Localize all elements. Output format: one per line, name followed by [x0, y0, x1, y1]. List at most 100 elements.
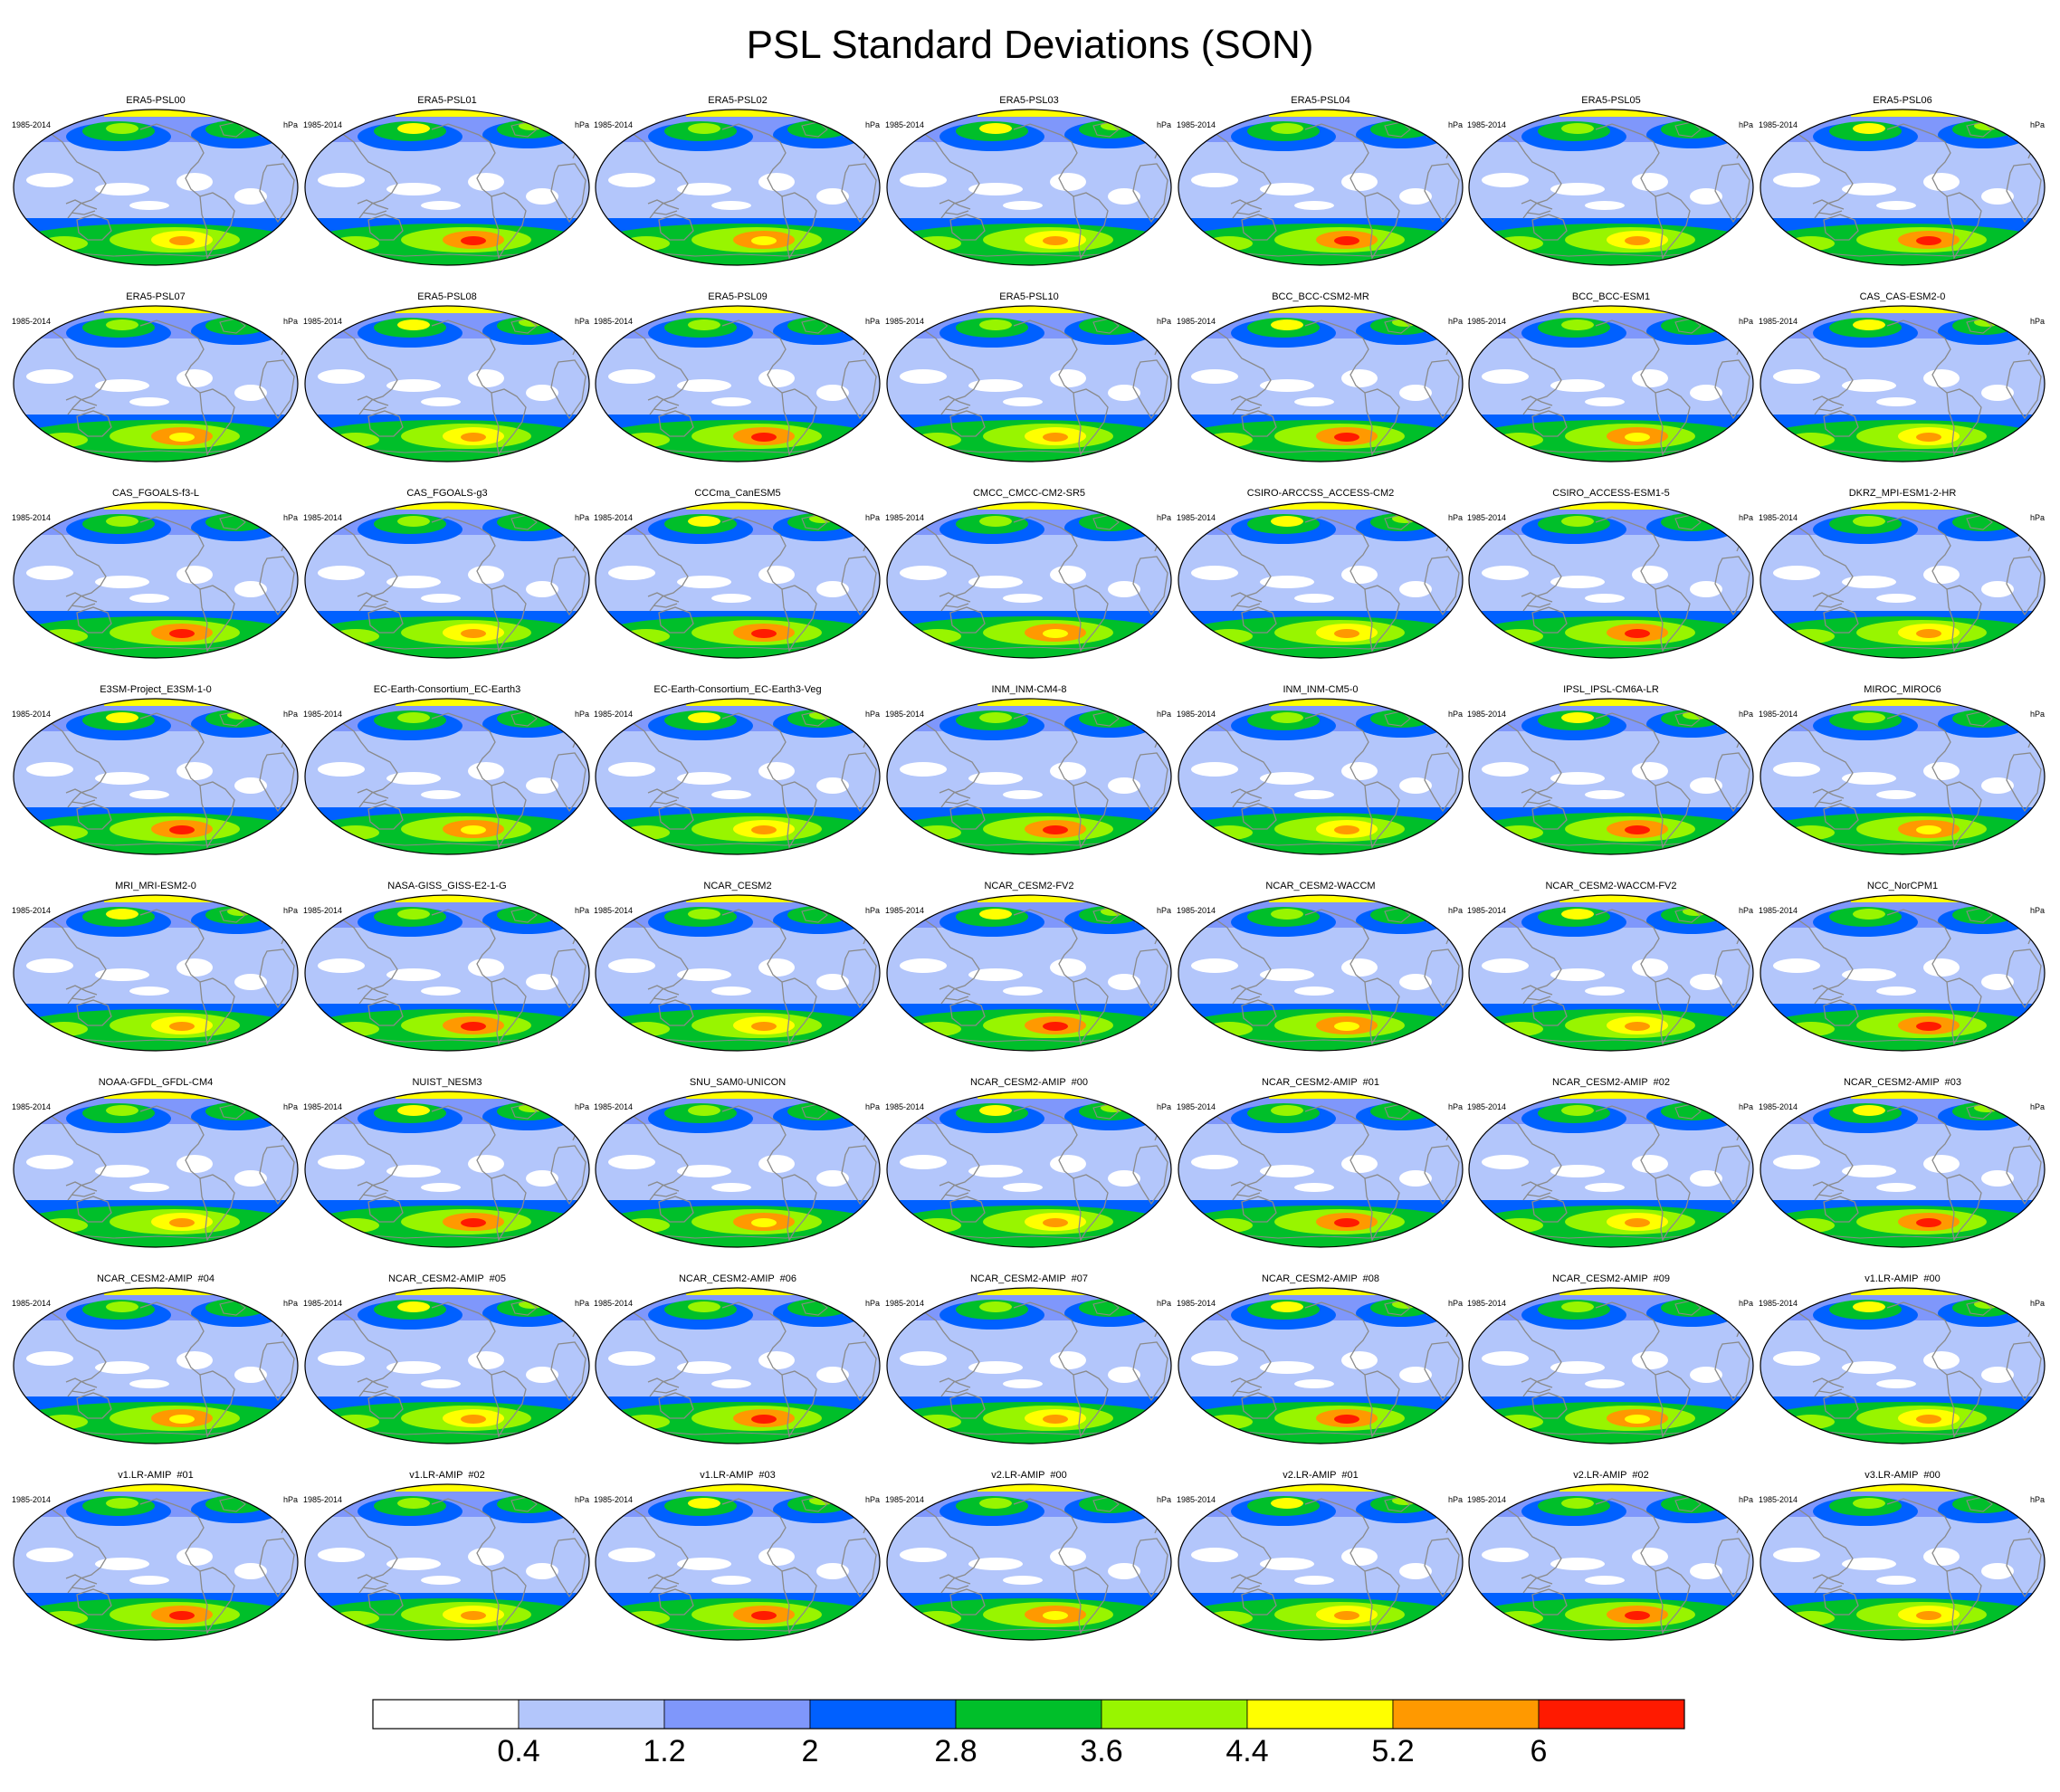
units-label: hPa: [1448, 1299, 1463, 1308]
colorbar-tick-label: 2.8: [934, 1734, 977, 1768]
panel-title: NCAR_CESM2-AMIP #03: [1844, 1077, 1961, 1088]
panel-title: ERA5-PSL04: [1291, 95, 1349, 106]
units-label: hPa: [865, 906, 880, 915]
units-label: hPa: [1157, 120, 1171, 129]
period-label: 1985-2014: [1467, 1495, 1506, 1504]
period-label: 1985-2014: [12, 1102, 51, 1111]
panel-title: DKRZ_MPI-ESM1-2-HR: [1849, 488, 1957, 499]
map-panel: v1.LR-AMIP #01 1985-2014 hPa: [12, 1470, 299, 1641]
units-label: hPa: [2030, 120, 2045, 129]
map-panel: BCC_BCC-ESM1 1985-2014 hPa: [1467, 291, 1754, 462]
map-panel: NCAR_CESM2-AMIP #01 1985-2014 hPa: [1177, 1077, 1464, 1248]
robinson-map: [886, 501, 1172, 659]
robinson-map: [595, 1483, 881, 1641]
units-label: hPa: [2030, 1102, 2045, 1111]
robinson-map: [304, 1091, 590, 1248]
map-panel: CAS_FGOALS-f3-L 1985-2014 hPa: [12, 488, 299, 659]
map-panel: ERA5-PSL07 1985-2014 hPa: [12, 291, 299, 462]
units-label: hPa: [283, 513, 298, 522]
colorbar-tick-label: 1.2: [643, 1734, 685, 1768]
units-label: hPa: [575, 120, 589, 129]
units-label: hPa: [575, 317, 589, 326]
robinson-map: [1468, 109, 1754, 266]
period-label: 1985-2014: [303, 513, 342, 522]
robinson-map: [1760, 1287, 2046, 1444]
panel-title: CCCma_CanESM5: [694, 488, 780, 499]
units-label: hPa: [283, 710, 298, 719]
panel-title: INM_INM-CM5-0: [1283, 684, 1358, 695]
period-label: 1985-2014: [1759, 710, 1798, 719]
period-label: 1985-2014: [12, 513, 51, 522]
map-panel: NCAR_CESM2-AMIP #00 1985-2014 hPa: [885, 1077, 1172, 1248]
units-label: hPa: [1739, 1495, 1753, 1504]
colorbar-swatch: [1246, 1699, 1394, 1730]
units-label: hPa: [1739, 710, 1753, 719]
robinson-map: [1760, 501, 2046, 659]
period-label: 1985-2014: [1759, 1299, 1798, 1308]
units-label: hPa: [1448, 1495, 1463, 1504]
colorbar-swatch: [1392, 1699, 1540, 1730]
robinson-map: [1760, 698, 2046, 855]
units-label: hPa: [575, 710, 589, 719]
period-label: 1985-2014: [12, 1299, 51, 1308]
robinson-map: [595, 501, 881, 659]
map-panel: NCAR_CESM2-AMIP #09 1985-2014 hPa: [1467, 1273, 1754, 1444]
map-panel: ERA5-PSL01 1985-2014 hPa: [303, 95, 590, 266]
panel-title: ERA5-PSL06: [1873, 95, 1931, 106]
robinson-map: [13, 698, 299, 855]
map-panel: v3.LR-AMIP #00 1985-2014 hPa: [1759, 1470, 2046, 1641]
map-panel: v2.LR-AMIP #02 1985-2014 hPa: [1467, 1470, 1754, 1641]
colorbar-swatch: [809, 1699, 957, 1730]
panel-title: v2.LR-AMIP #00: [991, 1470, 1067, 1481]
colorbar-tick-label: 3.6: [1080, 1734, 1122, 1768]
panel-title: ERA5-PSL10: [999, 291, 1058, 302]
period-label: 1985-2014: [594, 1102, 633, 1111]
robinson-map: [886, 894, 1172, 1052]
period-label: 1985-2014: [1467, 906, 1506, 915]
figure-title: PSL Standard Deviations (SON): [747, 23, 1314, 67]
panel-title: NCAR_CESM2-FV2: [984, 881, 1073, 891]
units-label: hPa: [2030, 1495, 2045, 1504]
map-panel: NCAR_CESM2-AMIP #04 1985-2014 hPa: [12, 1273, 299, 1444]
panel-title: MRI_MRI-ESM2-0: [115, 881, 196, 891]
units-label: hPa: [2030, 1299, 2045, 1308]
units-label: hPa: [1448, 906, 1463, 915]
colorbar-swatch: [518, 1699, 665, 1730]
period-label: 1985-2014: [12, 1495, 51, 1504]
panel-title: v2.LR-AMIP #02: [1573, 1470, 1649, 1481]
robinson-map: [595, 1287, 881, 1444]
robinson-map: [1760, 109, 2046, 266]
period-label: 1985-2014: [303, 1299, 342, 1308]
period-label: 1985-2014: [1177, 513, 1216, 522]
robinson-map: [886, 109, 1172, 266]
units-label: hPa: [865, 1495, 880, 1504]
period-label: 1985-2014: [885, 120, 924, 129]
period-label: 1985-2014: [1177, 317, 1216, 326]
map-panel: EC-Earth-Consortium_EC-Earth3 1985-2014 hP…: [303, 684, 590, 855]
units-label: hPa: [1448, 513, 1463, 522]
map-panel: ERA5-PSL05 1985-2014 hPa: [1467, 95, 1754, 266]
map-panel: v1.LR-AMIP #00 1985-2014 hPa: [1759, 1273, 2046, 1444]
units-label: hPa: [1157, 1299, 1171, 1308]
map-panel: v1.LR-AMIP #02 1985-2014 hPa: [303, 1470, 590, 1641]
map-panel: INM_INM-CM4-8 1985-2014 hPa: [885, 684, 1172, 855]
map-panel: SNU_SAM0-UNICON 1985-2014 hPa: [594, 1077, 881, 1248]
map-panel: IPSL_IPSL-CM6A-LR 1985-2014 hPa: [1467, 684, 1754, 855]
panel-title: v1.LR-AMIP #03: [700, 1470, 776, 1481]
colorbar-swatch: [372, 1699, 520, 1730]
panel-title: IPSL_IPSL-CM6A-LR: [1563, 684, 1659, 695]
panel-title: NCAR_CESM2-AMIP #09: [1552, 1273, 1670, 1284]
period-label: 1985-2014: [594, 906, 633, 915]
period-label: 1985-2014: [1759, 120, 1798, 129]
robinson-map: [304, 1483, 590, 1641]
robinson-map: [1178, 305, 1464, 462]
map-panel: ERA5-PSL10 1985-2014 hPa: [885, 291, 1172, 462]
units-label: hPa: [1157, 513, 1171, 522]
period-label: 1985-2014: [1467, 1102, 1506, 1111]
panel-title: NCAR_CESM2-AMIP #08: [1262, 1273, 1379, 1284]
colorbar: 0.4 1.2 2 2.8 3.6 4.4 5.2 6: [372, 1699, 1685, 1768]
panel-title: v1.LR-AMIP #01: [118, 1470, 194, 1481]
map-panel: ERA5-PSL03 1985-2014 hPa: [885, 95, 1172, 266]
period-label: 1985-2014: [303, 1495, 342, 1504]
robinson-map: [1178, 109, 1464, 266]
